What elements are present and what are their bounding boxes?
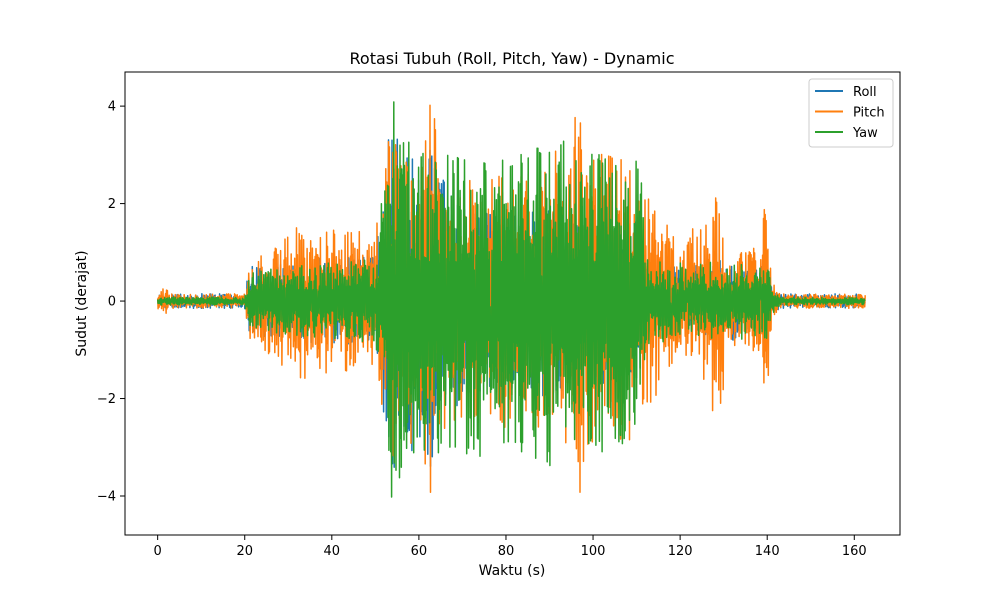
- x-tick-label: 20: [236, 544, 253, 559]
- legend-label-yaw: Yaw: [852, 126, 878, 141]
- x-tick-label: 140: [755, 544, 780, 559]
- x-tick-label: 0: [154, 544, 162, 559]
- x-axis-label: Waktu (s): [479, 563, 546, 579]
- x-tick-label: 120: [668, 544, 693, 559]
- legend: Roll Pitch Yaw: [808, 78, 894, 148]
- legend-label-pitch: Pitch: [853, 106, 885, 121]
- x-tick-label: 100: [581, 544, 606, 559]
- y-tick-label: 0: [108, 295, 116, 310]
- x-tick-label: 40: [324, 544, 341, 559]
- x-tick-label: 60: [411, 544, 428, 559]
- chart-title: Rotasi Tubuh (Roll, Pitch, Yaw) - Dynami…: [350, 49, 675, 68]
- x-tick-label: 80: [498, 544, 515, 559]
- y-tick-label: 2: [108, 197, 116, 212]
- legend-label-roll: Roll: [853, 85, 877, 100]
- y-tick-label: −2: [97, 392, 116, 407]
- x-axis: 0 20 40 60 80 100 120 140 160: [154, 535, 867, 559]
- x-tick-label: 160: [842, 544, 867, 559]
- legend-box: [808, 78, 894, 148]
- y-tick-label: −4: [97, 490, 116, 505]
- series-line-yaw: [156, 101, 866, 498]
- y-tick-label: 4: [108, 100, 116, 115]
- y-axis-label: Sudut (derajat): [74, 250, 90, 356]
- plot-frame: [124, 71, 901, 536]
- series-group: [156, 101, 866, 498]
- y-axis: −4 −2 0 2 4: [97, 100, 125, 505]
